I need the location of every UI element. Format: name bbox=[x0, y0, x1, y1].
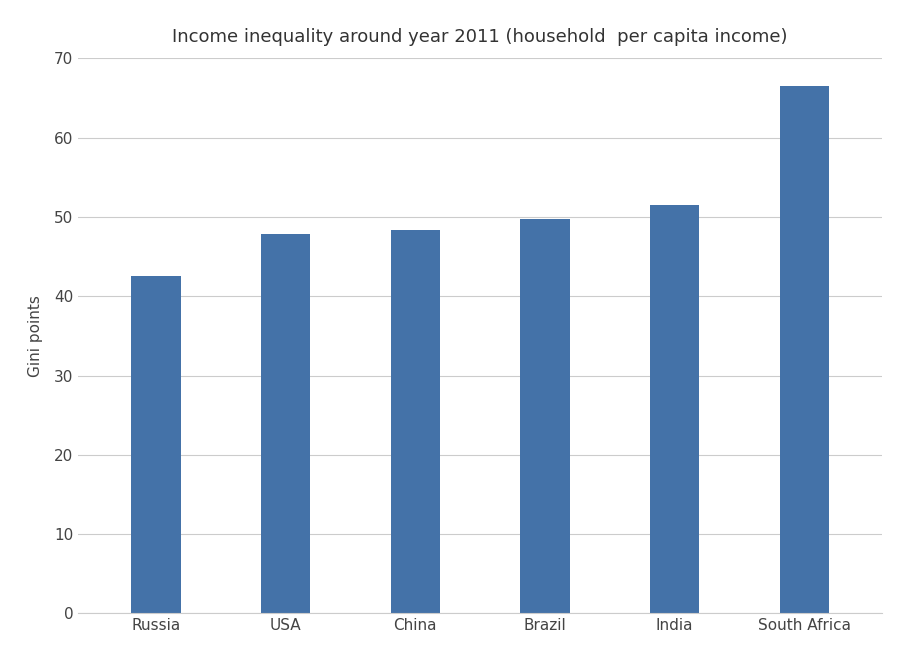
Bar bbox=[131, 276, 180, 613]
Bar bbox=[390, 229, 440, 613]
Bar bbox=[650, 205, 700, 613]
Bar bbox=[521, 219, 570, 613]
Bar bbox=[780, 86, 829, 613]
Bar bbox=[261, 235, 310, 613]
Title: Income inequality around year 2011 (household  per capita income): Income inequality around year 2011 (hous… bbox=[172, 28, 788, 46]
Y-axis label: Gini points: Gini points bbox=[28, 295, 43, 377]
